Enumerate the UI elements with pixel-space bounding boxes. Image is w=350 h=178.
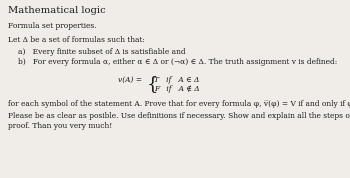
Text: Formula set properties.: Formula set properties.: [8, 22, 97, 30]
Text: Mathematical logic: Mathematical logic: [8, 6, 106, 15]
Text: for each symbol of the statement A. Prove that for every formula φ, v̅(φ) = V if: for each symbol of the statement A. Prov…: [8, 100, 350, 108]
Text: proof. Than you very much!: proof. Than you very much!: [8, 122, 112, 130]
Text: {: {: [147, 75, 159, 93]
Text: T   if   A ∈ Δ: T if A ∈ Δ: [154, 76, 199, 84]
Text: v(A) =: v(A) =: [118, 76, 142, 84]
Text: a)   Every finite subset of Δ is satisfiable and: a) Every finite subset of Δ is satisfiab…: [18, 48, 186, 56]
Text: F   if   A ∉ Δ: F if A ∉ Δ: [154, 85, 199, 93]
Text: Please be as clear as posible. Use definitions if necessary. Show and explain al: Please be as clear as posible. Use defin…: [8, 112, 350, 120]
Text: Let Δ be a set of formulas such that:: Let Δ be a set of formulas such that:: [8, 36, 145, 44]
Text: b)   For every formula α, either α ∈ Δ or (¬α) ∈ Δ. The truth assignment v is de: b) For every formula α, either α ∈ Δ or …: [18, 58, 337, 66]
